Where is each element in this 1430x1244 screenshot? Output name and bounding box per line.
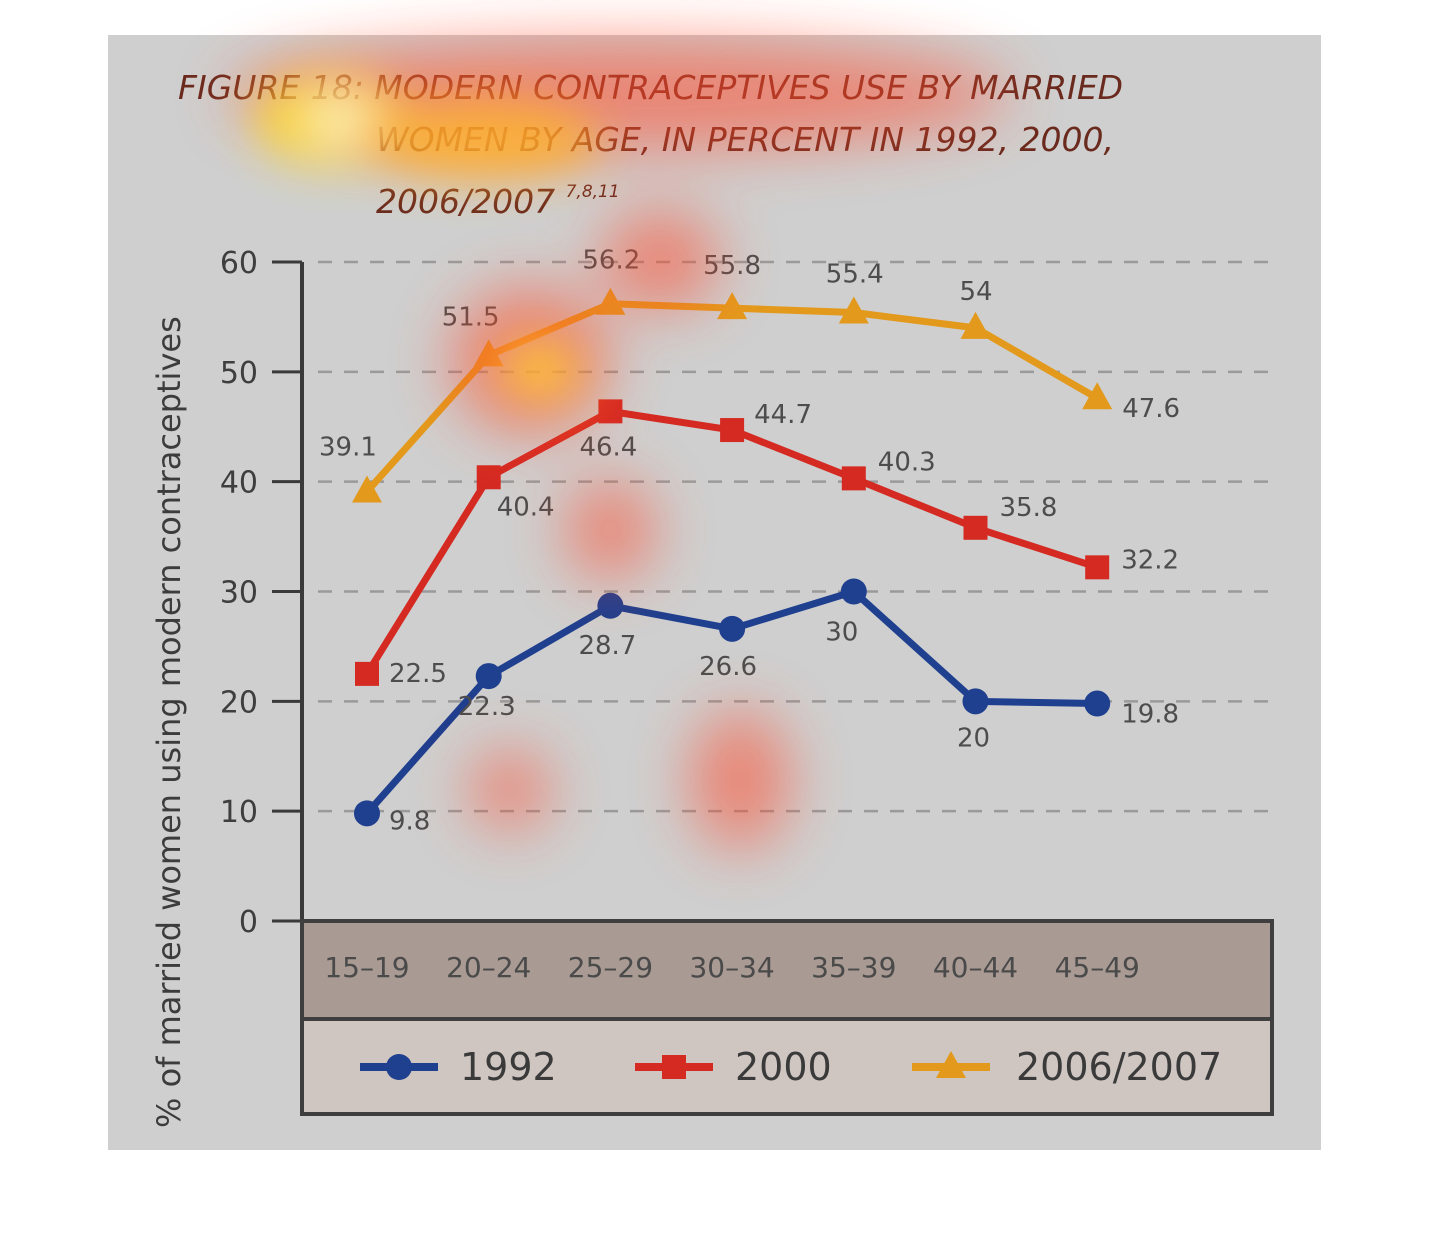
data-point [355, 661, 379, 686]
title-line-3: 2006/2007 7,8,11 [178, 166, 1178, 228]
data-point [717, 292, 748, 320]
data-point [962, 688, 989, 715]
data-label: 55.4 [826, 260, 884, 290]
series-2000 [355, 399, 1110, 686]
y-tick-label: 60 [220, 246, 258, 281]
y-tick-labels: 0 10 20 30 40 50 60 [220, 246, 258, 940]
legend-item: 2006/2007 [912, 1045, 1222, 1089]
data-point [386, 1054, 412, 1080]
data-point [841, 466, 866, 491]
data-point [476, 465, 501, 490]
data-point [840, 578, 867, 605]
data-label: 55.8 [703, 251, 761, 281]
data-point [475, 663, 502, 690]
title-refs: 7,8,11 [565, 182, 620, 202]
legend-item: 1992 [360, 1045, 557, 1089]
legend-label: 2006/2007 [1016, 1045, 1222, 1089]
series-group [352, 287, 1113, 827]
data-label: 56.2 [582, 246, 640, 276]
data-point [936, 1051, 966, 1078]
data-point [720, 418, 745, 443]
y-tick-label: 30 [220, 576, 258, 611]
data-point [352, 475, 382, 503]
data-label: 26.6 [699, 652, 757, 682]
data-label: 19.8 [1121, 700, 1179, 730]
series-1992 [354, 578, 1111, 827]
x-tick-label: 40–44 [933, 951, 1018, 984]
x-tick-label: 15–19 [324, 951, 409, 984]
data-point [662, 1055, 686, 1079]
data-label: 22.3 [458, 692, 516, 722]
data-label: 51.5 [442, 302, 500, 332]
data-point [1084, 690, 1111, 717]
legend-label: 1992 [460, 1045, 557, 1089]
y-tick-label: 10 [220, 795, 258, 830]
y-tick-label: 50 [220, 356, 258, 391]
legend-box [300, 1017, 1274, 1116]
axes [272, 260, 304, 1114]
data-label: 39.1 [319, 433, 377, 463]
data-point [960, 311, 991, 339]
data-point [719, 615, 746, 642]
data-label: 46.4 [579, 432, 637, 462]
data-label: 9.8 [389, 806, 430, 836]
y-tick-label: 40 [220, 466, 258, 501]
data-point [1082, 382, 1113, 410]
x-tick-label: 20–24 [446, 951, 531, 984]
x-axis-band: 15–19 20–24 25–29 30–34 35–39 40–44 45–49 [300, 919, 1274, 1021]
y-axis-label: % of married women using modern contrace… [150, 316, 188, 1128]
data-point [963, 515, 988, 540]
data-label: 30 [825, 618, 858, 648]
data-point [1085, 555, 1110, 580]
legend: 1992 2000 2006/2007 [300, 1017, 1274, 1116]
title-line-3-text: 2006/2007 [376, 182, 556, 221]
data-label: 22.5 [389, 659, 447, 689]
legend-label: 2000 [735, 1045, 832, 1089]
data-label: 54 [960, 277, 993, 307]
data-point [597, 592, 624, 619]
x-axis-box [300, 919, 1274, 1021]
x-tick-label: 45–49 [1055, 951, 1140, 984]
data-label: 40.4 [497, 492, 555, 522]
data-label: 28.7 [578, 631, 636, 661]
data-label: 47.6 [1122, 394, 1180, 424]
y-tick-label: 0 [239, 905, 258, 940]
data-label: 35.8 [1000, 493, 1058, 523]
data-label: 44.7 [754, 400, 812, 430]
data-label: 32.2 [1121, 545, 1179, 575]
x-tick-label: 35–39 [811, 951, 896, 984]
y-tick-label: 20 [220, 685, 258, 720]
data-label: 40.3 [878, 447, 936, 477]
data-label: 20 [957, 723, 990, 753]
legend-item: 2000 [635, 1045, 832, 1089]
data-point [354, 800, 380, 827]
x-tick-label: 30–34 [689, 951, 774, 984]
x-tick-label: 25–29 [568, 951, 653, 984]
data-point [838, 296, 869, 324]
data-point [598, 399, 623, 424]
